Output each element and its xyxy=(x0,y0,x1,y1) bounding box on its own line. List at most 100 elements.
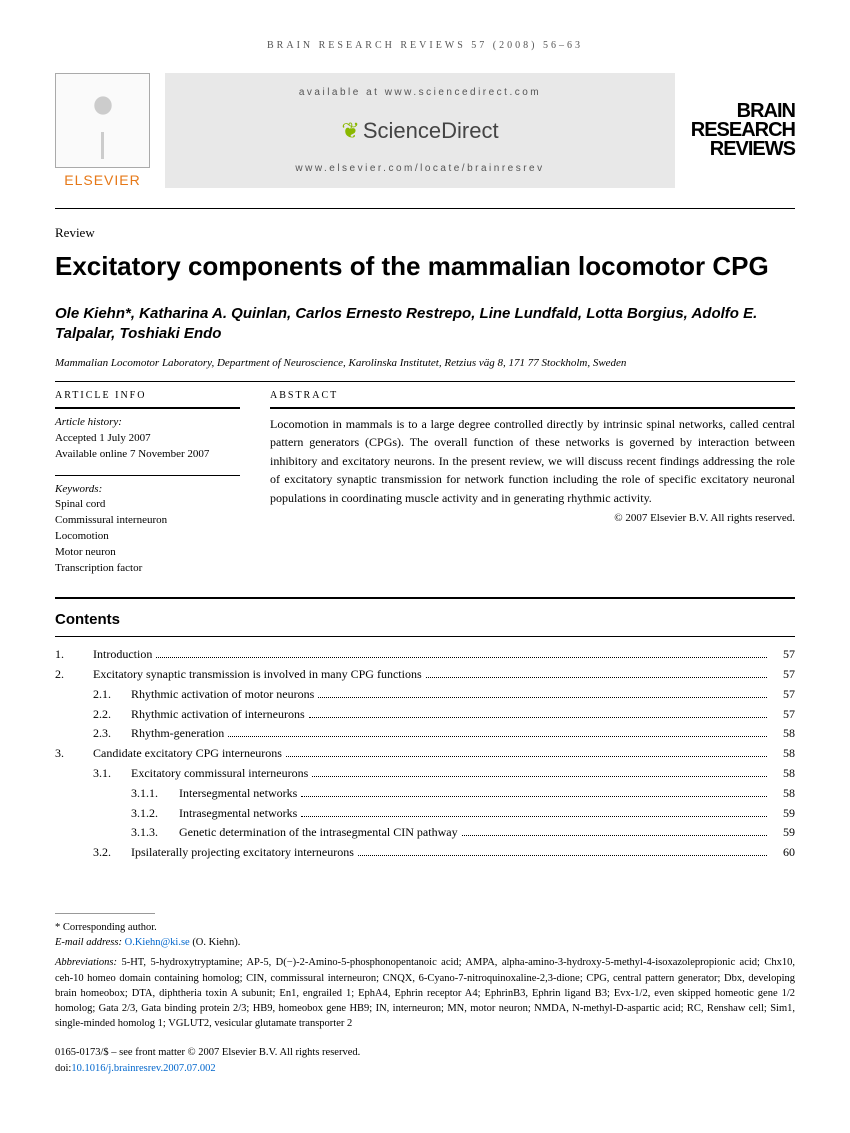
toc-entry: 3.1.2.Intrasegmental networks 59 xyxy=(55,804,795,824)
toc-entry: 3.1.3.Genetic determination of the intra… xyxy=(55,823,795,843)
toc-leader-dots xyxy=(309,717,767,718)
toc-number: 2.3. xyxy=(93,724,131,744)
toc-title: Excitatory commissural interneurons xyxy=(131,764,308,784)
journal-url: www.elsevier.com/locate/brainresrev xyxy=(175,163,665,174)
divider xyxy=(55,597,795,599)
toc-number: 2.2. xyxy=(93,705,131,725)
toc-entry: 2.Excitatory synaptic transmission is in… xyxy=(55,665,795,685)
toc-number: 3.1. xyxy=(93,764,131,784)
toc-number: 2. xyxy=(55,665,93,685)
toc-page-number: 58 xyxy=(771,724,795,744)
article-info-label: ARTICLE INFO xyxy=(55,390,240,401)
toc-number: 1. xyxy=(55,645,93,665)
table-of-contents: 1.Introduction572.Excitatory synaptic tr… xyxy=(55,645,795,863)
abbreviations-text: 5-HT, 5-hydroxytryptamine; AP-5, D(−)-2-… xyxy=(55,957,795,1029)
author-list: Ole Kiehn*, Katharina A. Quinlan, Carlos… xyxy=(55,304,795,345)
toc-entry: 3.1.Excitatory commissural interneurons 5… xyxy=(55,764,795,784)
email-author-name: (O. Kiehn). xyxy=(192,937,240,948)
sciencedirect-logo: ❦ ScienceDirect xyxy=(175,118,665,144)
keyword: Commissural interneuron xyxy=(55,513,240,529)
keyword: Locomotion xyxy=(55,529,240,545)
toc-leader-dots xyxy=(426,677,767,678)
affiliation: Mammalian Locomotor Laboratory, Departme… xyxy=(55,357,795,369)
toc-page-number: 57 xyxy=(771,705,795,725)
divider xyxy=(55,475,240,476)
toc-page-number: 57 xyxy=(771,645,795,665)
keyword: Spinal cord xyxy=(55,497,240,513)
toc-page-number: 59 xyxy=(771,804,795,824)
toc-leader-dots xyxy=(312,776,767,777)
abstract-column: ABSTRACT Locomotion in mammals is to a l… xyxy=(270,390,795,589)
divider xyxy=(55,381,795,382)
divider xyxy=(55,407,240,409)
toc-title: Intersegmental networks xyxy=(179,784,297,804)
footer: * Corresponding author. E-mail address: … xyxy=(55,913,795,1076)
toc-title: Rhythmic activation of interneurons xyxy=(131,705,305,725)
toc-title: Rhythmic activation of motor neurons xyxy=(131,685,314,705)
toc-page-number: 60 xyxy=(771,843,795,863)
journal-title-line3: REVIEWS xyxy=(691,140,795,159)
toc-leader-dots xyxy=(358,855,767,856)
toc-entry: 1.Introduction 57 xyxy=(55,645,795,665)
toc-entry: 3.1.1.Intersegmental networks 58 xyxy=(55,784,795,804)
abstract-label: ABSTRACT xyxy=(270,390,795,401)
elsevier-logo-box: ELSEVIER xyxy=(55,73,150,188)
toc-leader-dots xyxy=(301,796,767,797)
copyright-line: © 2007 Elsevier B.V. All rights reserved… xyxy=(270,512,795,524)
toc-entry: 3.Candidate excitatory CPG interneurons5… xyxy=(55,744,795,764)
toc-number: 3.2. xyxy=(93,843,131,863)
article-info-column: ARTICLE INFO Article history: Accepted 1… xyxy=(55,390,240,589)
toc-page-number: 58 xyxy=(771,764,795,784)
header-banner: ELSEVIER available at www.sciencedirect.… xyxy=(55,73,795,188)
date-accepted: Accepted 1 July 2007 xyxy=(55,431,240,447)
history-label: Article history: xyxy=(55,415,240,431)
divider xyxy=(55,636,795,637)
abbreviations-label: Abbreviations: xyxy=(55,957,117,968)
toc-page-number: 58 xyxy=(771,744,795,764)
toc-title: Rhythm-generation xyxy=(131,724,224,744)
article-type: Review xyxy=(55,225,795,241)
toc-number: 2.1. xyxy=(93,685,131,705)
toc-entry: 2.3.Rhythm-generation 58 xyxy=(55,724,795,744)
issn-line: 0165-0173/$ – see front matter © 2007 El… xyxy=(55,1045,795,1060)
toc-title: Genetic determination of the intrasegmen… xyxy=(179,823,458,843)
toc-leader-dots xyxy=(286,756,767,757)
toc-page-number: 59 xyxy=(771,823,795,843)
toc-page-number: 57 xyxy=(771,665,795,685)
toc-entry: 3.2.Ipsilaterally projecting excitatory … xyxy=(55,843,795,863)
sciencedirect-wordmark: ScienceDirect xyxy=(363,118,499,143)
doi-link[interactable]: 10.1016/j.brainresrev.2007.07.002 xyxy=(71,1063,215,1074)
doi-label: doi: xyxy=(55,1063,71,1074)
contents-heading: Contents xyxy=(55,611,795,628)
abstract-text: Locomotion in mammals is to a large degr… xyxy=(270,415,795,508)
toc-leader-dots xyxy=(301,816,767,817)
toc-leader-dots xyxy=(228,736,767,737)
toc-title: Intrasegmental networks xyxy=(179,804,297,824)
sciencedirect-leaf-icon: ❦ xyxy=(341,118,356,143)
toc-title: Ipsilaterally projecting excitatory inte… xyxy=(131,843,354,863)
date-online: Available online 7 November 2007 xyxy=(55,447,240,463)
toc-page-number: 57 xyxy=(771,685,795,705)
elsevier-wordmark: ELSEVIER xyxy=(55,172,150,188)
keywords-label: Keywords: xyxy=(55,482,240,498)
available-at-text: available at www.sciencedirect.com xyxy=(175,87,665,98)
corresponding-author: * Corresponding author. xyxy=(55,920,795,935)
running-header: BRAIN RESEARCH REVIEWS 57 (2008) 56–63 xyxy=(55,40,795,51)
divider xyxy=(55,208,795,209)
toc-title: Introduction xyxy=(93,645,152,665)
toc-number: 3. xyxy=(55,744,93,764)
toc-number: 3.1.2. xyxy=(131,804,179,824)
toc-number: 3.1.1. xyxy=(131,784,179,804)
footnote-rule xyxy=(55,913,155,914)
toc-leader-dots xyxy=(156,657,767,658)
email-label: E-mail address: xyxy=(55,937,122,948)
toc-entry: 2.2.Rhythmic activation of interneurons 5… xyxy=(55,705,795,725)
toc-entry: 2.1.Rhythmic activation of motor neurons… xyxy=(55,685,795,705)
email-link[interactable]: O.Kiehn@ki.se xyxy=(125,937,190,948)
divider xyxy=(270,407,795,409)
toc-number: 3.1.3. xyxy=(131,823,179,843)
toc-title: Excitatory synaptic transmission is invo… xyxy=(93,665,422,685)
article-title: Excitatory components of the mammalian l… xyxy=(55,251,795,282)
toc-page-number: 58 xyxy=(771,784,795,804)
journal-title-box: BRAIN RESEARCH REVIEWS xyxy=(690,73,795,188)
